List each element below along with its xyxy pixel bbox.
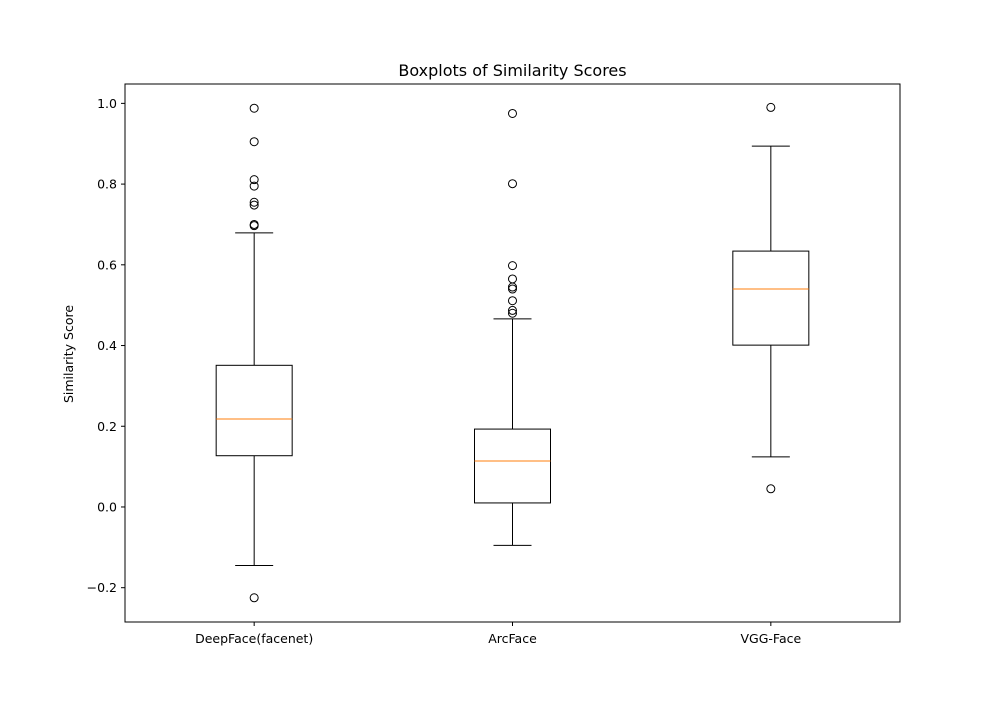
flier-point (508, 282, 517, 292)
flier-point (249, 181, 259, 191)
flier-point (508, 284, 517, 294)
x-tick-label: ArcFace (488, 631, 537, 646)
iqr-box (732, 250, 810, 346)
flier-point (508, 179, 517, 189)
flier-point (249, 175, 259, 185)
flier-point (249, 593, 259, 603)
iqr-box (215, 364, 293, 457)
flier-point (508, 108, 517, 118)
flier-point (249, 219, 259, 229)
y-tick-label: 0.2 (97, 419, 117, 434)
y-axis-label: Similarity Score (61, 305, 76, 403)
flier-point (249, 197, 259, 207)
flier-point (766, 484, 776, 494)
y-tick-label: 0.0 (97, 499, 117, 514)
flier-point (249, 103, 259, 113)
x-tick-label: VGG-Face (740, 631, 801, 646)
chart-title: Boxplots of Similarity Scores (398, 61, 626, 80)
y-tick-label: 0.8 (97, 177, 117, 192)
flier-point (249, 137, 259, 147)
flier-point (508, 305, 517, 315)
y-tick-label: −0.2 (87, 580, 117, 595)
iqr-box (474, 428, 551, 504)
flier-point (766, 102, 776, 112)
box-group: DeepFace(facenet) (195, 103, 313, 646)
flier-point (249, 200, 259, 210)
y-tick-label: 0.4 (97, 338, 117, 353)
flier-point (508, 296, 517, 306)
flier-point (508, 274, 517, 284)
box-group: ArcFace (474, 108, 551, 646)
plot-area: −0.2 0.0 0.2 0.4 0.6 0.8 1.0 DeepFace(facenet) A… (87, 83, 901, 646)
x-tick-label: DeepFace(facenet) (195, 631, 313, 646)
box-group: VGG-Face (732, 102, 810, 646)
flier-point (508, 308, 517, 318)
y-tick-label: 0.6 (97, 257, 117, 272)
flier-point (508, 261, 517, 271)
y-tick-label: 1.0 (97, 96, 117, 111)
